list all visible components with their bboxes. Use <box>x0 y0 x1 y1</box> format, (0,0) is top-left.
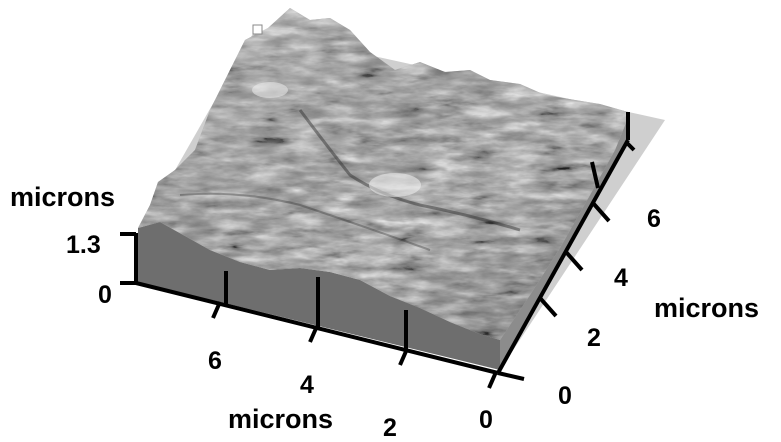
x-tick-label-2: 2 <box>383 414 397 442</box>
surface-bump <box>252 82 288 98</box>
surface-bump <box>369 173 421 197</box>
x-tick-label-4: 4 <box>300 371 314 399</box>
z-tick-label-zero: 0 <box>98 281 112 309</box>
z-tick-label-max: 1.3 <box>66 231 101 259</box>
side-face <box>500 118 628 370</box>
z-axis-title: microns <box>10 182 116 212</box>
y-tick-label-0: 0 <box>558 382 572 410</box>
x-axis <box>135 271 499 389</box>
z-axis <box>120 232 138 285</box>
x-axis-title: microns <box>228 404 334 434</box>
y-axis <box>496 112 636 381</box>
valley-ridge <box>179 192 431 251</box>
y-tick-label-2: 2 <box>587 324 601 352</box>
x-tick-label-6: 6 <box>208 347 222 375</box>
x-tick-label-0: 0 <box>479 406 493 434</box>
y-tick-label-6: 6 <box>647 205 661 233</box>
y-tick-label-4: 4 <box>614 264 628 292</box>
y-axis-title: microns <box>654 293 760 323</box>
corner-marker <box>252 24 263 35</box>
